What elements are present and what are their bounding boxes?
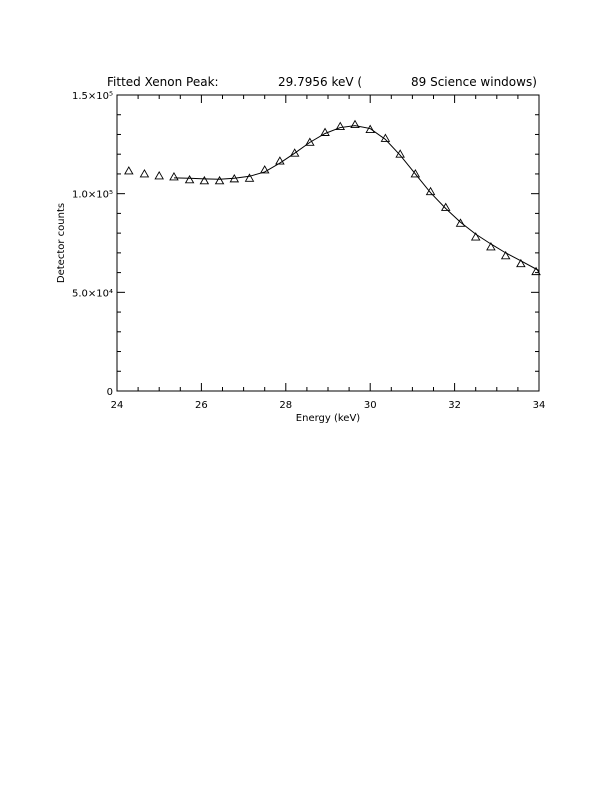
data-point-triangle <box>440 202 451 211</box>
marker-layer <box>124 119 541 276</box>
x-tick-label: 28 <box>279 400 292 411</box>
data-point-triangle <box>259 165 270 174</box>
x-tick-label: 30 <box>364 400 377 411</box>
y-axis-tick-labels: 0 5.0×10⁴ 1.0×10⁵ 1.5×10⁵ <box>72 91 113 398</box>
data-point-triangle <box>335 121 346 131</box>
data-point-triangle <box>244 173 255 182</box>
y-tick-label: 1.5×10⁵ <box>72 91 113 102</box>
y-tick-label: 1.0×10⁵ <box>72 190 113 201</box>
data-point-triangle <box>124 166 134 175</box>
y-tick-label: 0 <box>107 387 113 398</box>
data-point-triangle <box>350 119 360 129</box>
data-point-triangle <box>214 175 225 185</box>
x-axis-tick-labels: 24 26 28 30 32 34 <box>111 400 546 411</box>
data-point-triangle <box>169 171 179 181</box>
data-point-triangle <box>380 133 391 142</box>
x-tick-label: 26 <box>195 400 208 411</box>
data-point-triangle <box>154 170 164 180</box>
data-point-triangle <box>500 250 511 260</box>
y-axis-ticks <box>117 94 539 392</box>
data-point-triangle <box>275 156 285 165</box>
data-point-triangle <box>184 174 195 184</box>
chart-title-part-2: 29.7956 keV ( <box>278 75 362 89</box>
chart-title-part-1: Fitted Xenon Peak: <box>107 75 219 89</box>
data-point-triangle <box>410 169 421 178</box>
data-point-triangle <box>229 173 240 183</box>
data-point-triangle <box>470 232 481 241</box>
data-point-triangle <box>425 186 436 196</box>
data-point-triangle <box>395 149 405 158</box>
data-point-triangle <box>289 148 300 157</box>
y-tick-label: 5.0×10⁴ <box>72 288 113 299</box>
data-point-triangle <box>455 218 466 227</box>
data-point-triangle <box>305 137 315 146</box>
data-point-triangle <box>320 127 330 136</box>
data-point-triangle <box>365 124 375 133</box>
data-point-triangle <box>199 175 210 185</box>
chart-title-part-3: 89 Science windows) <box>411 75 537 89</box>
fit-layer <box>173 125 540 272</box>
x-tick-label: 34 <box>533 400 546 411</box>
data-point-triangle <box>139 169 150 178</box>
plot-frame <box>116 94 540 392</box>
data-point-triangle <box>516 258 526 268</box>
x-tick-label: 32 <box>448 400 461 411</box>
x-axis-ticks <box>116 95 540 391</box>
data-point-triangle <box>531 266 541 276</box>
y-axis-label: Detector counts <box>56 203 67 283</box>
x-axis-label: Energy (keV) <box>296 413 361 424</box>
x-tick-label: 24 <box>111 400 124 411</box>
fit-line <box>173 125 540 272</box>
data-point-triangle <box>486 242 496 251</box>
